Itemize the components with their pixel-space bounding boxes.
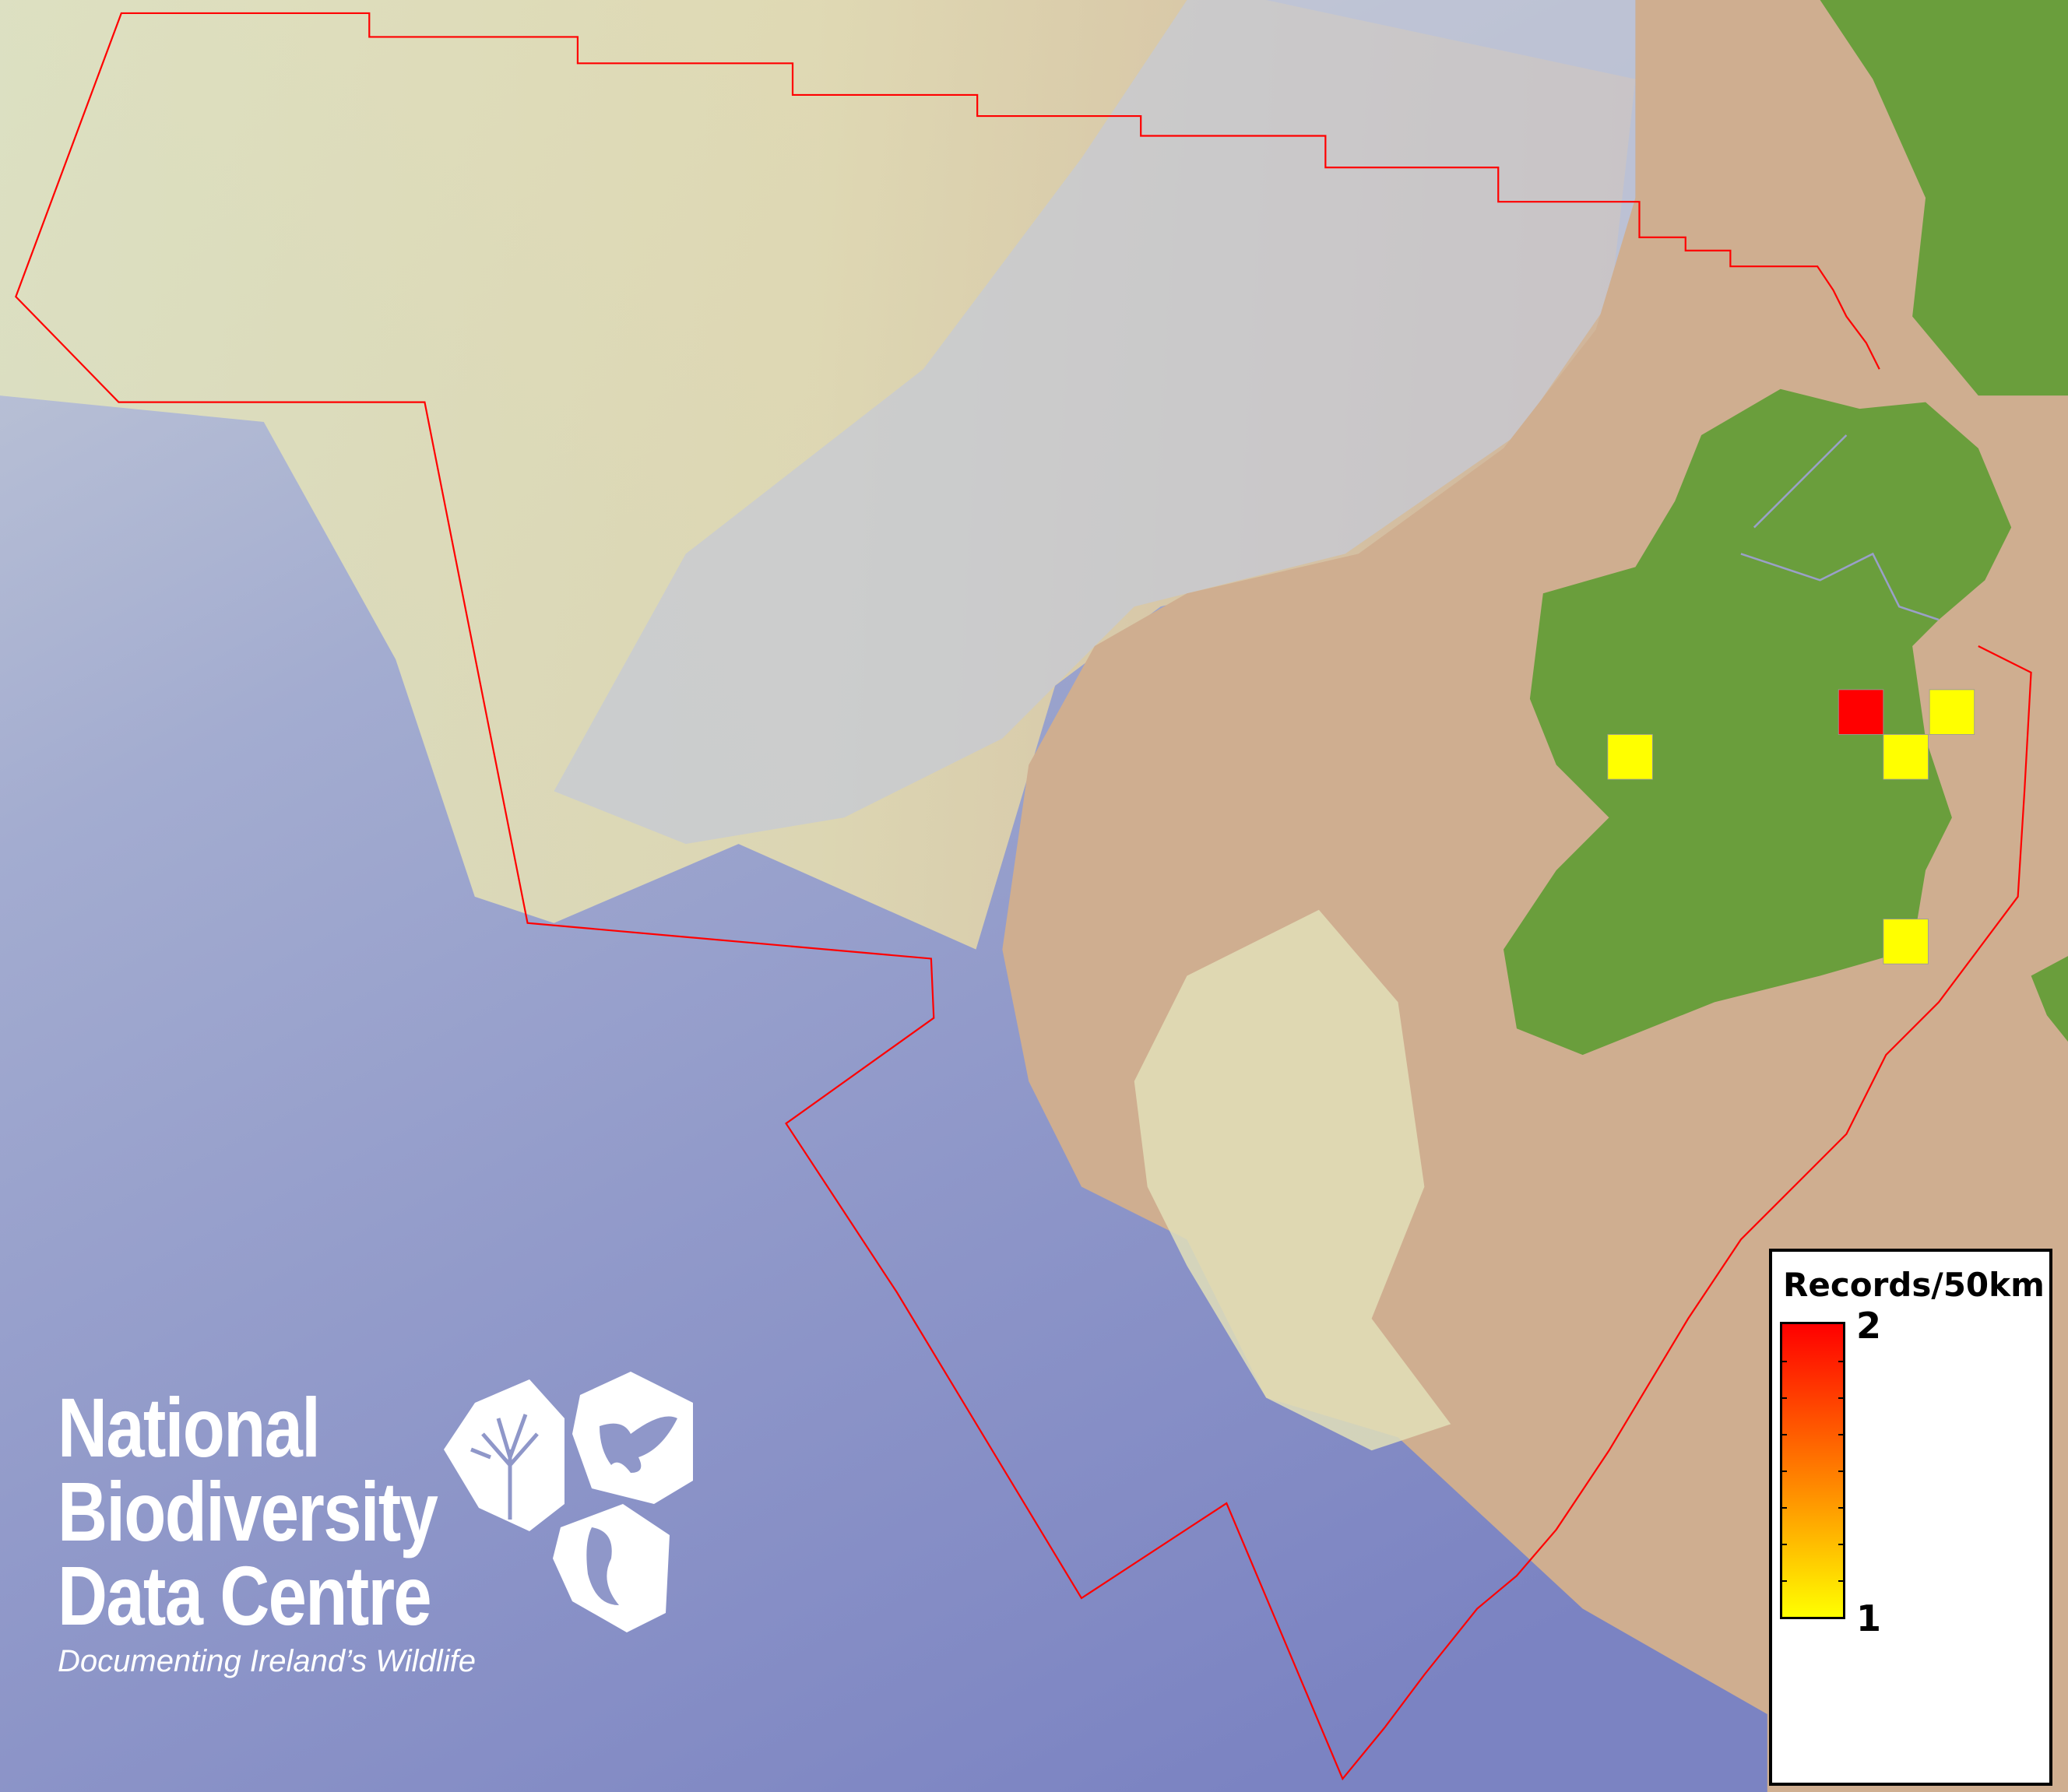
colorbar-tick (1782, 1507, 1787, 1509)
colorbar-tick (1782, 1580, 1787, 1582)
logo-line-1: National (58, 1380, 321, 1474)
seahorse-icon (553, 1504, 670, 1632)
record-cell (1929, 689, 1975, 735)
wales-land (2031, 956, 2068, 1042)
record-cell (1883, 919, 1929, 965)
colorbar-tick (1838, 1434, 1843, 1435)
nbdc-logo: National Biodiversity Data Centre Docume… (58, 1386, 520, 1679)
record-cell (1607, 734, 1653, 780)
legend-colorbar (1780, 1322, 1845, 1619)
colorbar-tick (1782, 1470, 1787, 1472)
legend-min-label: 1 (1856, 1597, 1882, 1639)
ireland-land (1504, 388, 2012, 1056)
slope-trough (554, 0, 1636, 845)
colorbar-tick (1838, 1397, 1843, 1399)
border-line (1740, 434, 1940, 621)
colorbar-tick (1782, 1544, 1787, 1545)
logo-line-3: Data Centre (58, 1548, 432, 1643)
scotland-land (1820, 0, 2068, 396)
tree-icon (444, 1379, 564, 1531)
record-cells (1607, 689, 1975, 965)
boundary-line (15, 12, 2032, 1781)
colorbar-tick (1838, 1544, 1843, 1545)
record-cell (1883, 734, 1929, 780)
butterfly-icon (572, 1372, 693, 1504)
legend: Records/50km 2 1 (1769, 1249, 2052, 1786)
colorbar-tick (1782, 1397, 1787, 1399)
colorbar-tick (1782, 1361, 1787, 1362)
logo-hexagons (444, 1372, 693, 1632)
colorbar-tick (1838, 1361, 1843, 1362)
logo-tagline: Documenting Ireland’s Wildlife (58, 1644, 476, 1678)
colorbar-tick (1838, 1507, 1843, 1509)
colorbar-tick (1782, 1434, 1787, 1435)
colorbar-tick (1838, 1470, 1843, 1472)
logo-line-2: Biodiversity (58, 1464, 438, 1558)
porcupine-bank (1134, 909, 1451, 1451)
colorbar-tick (1838, 1580, 1843, 1582)
legend-title: Records/50km (1783, 1266, 2045, 1304)
legend-max-label: 2 (1856, 1305, 1882, 1347)
record-cell (1838, 689, 1884, 735)
